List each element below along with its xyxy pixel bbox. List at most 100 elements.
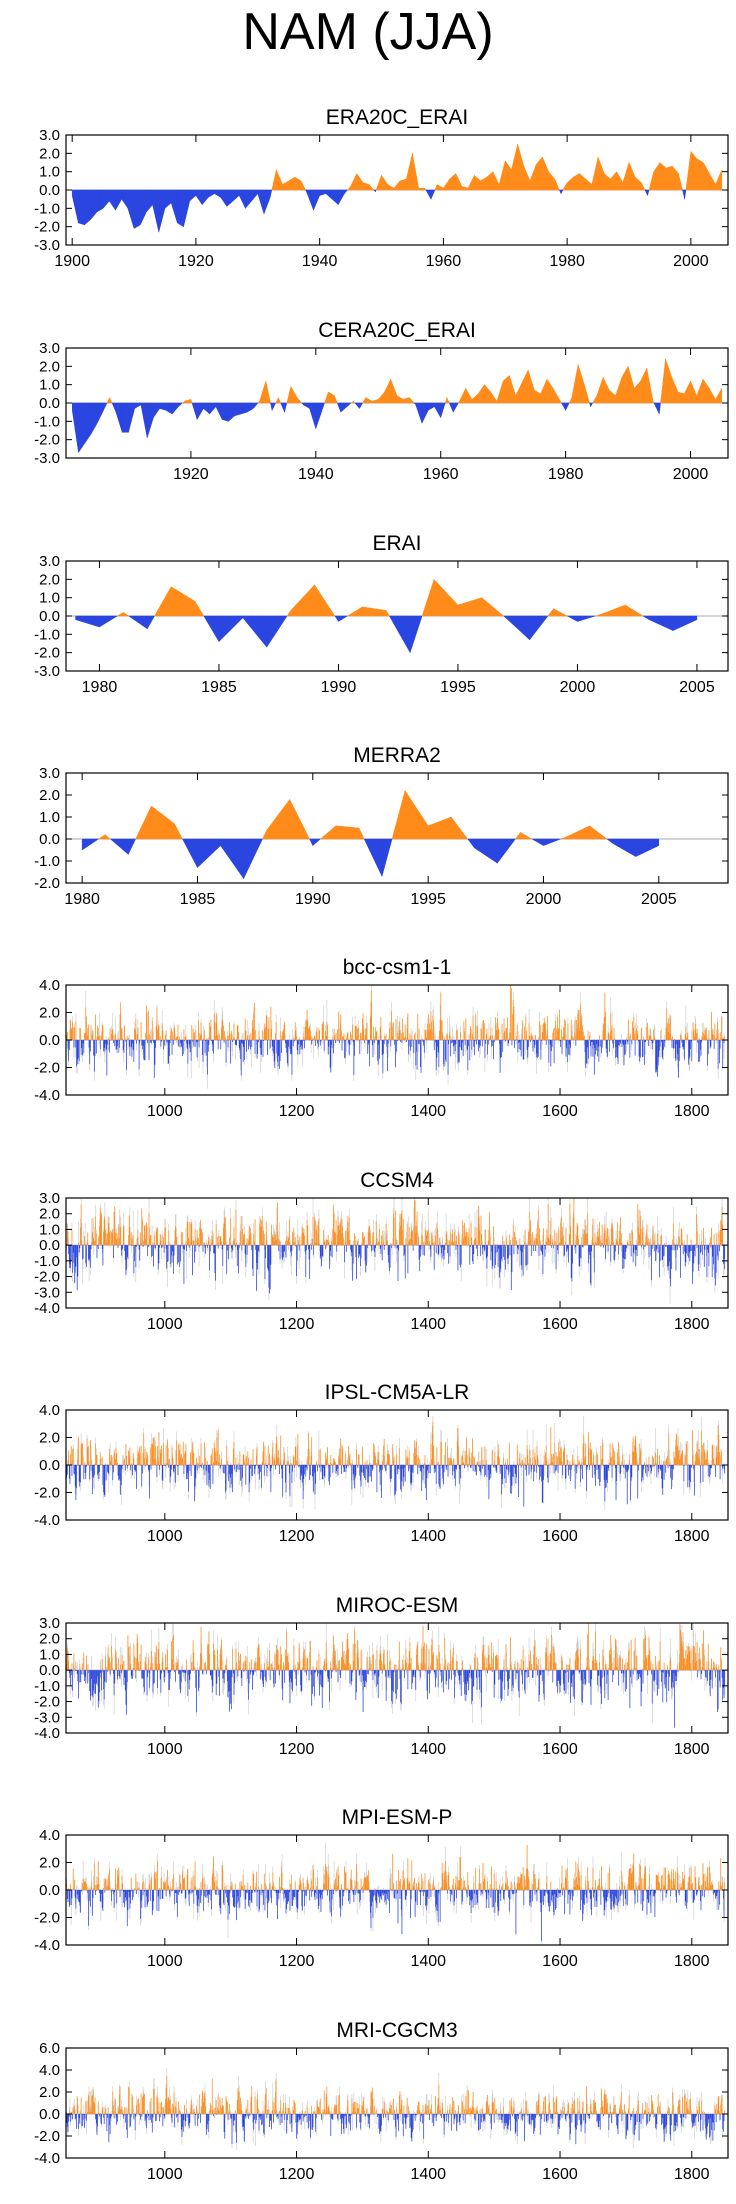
x-tick-label: 1920: [173, 466, 209, 483]
area-segment: [151, 805, 175, 840]
y-tick-label: -2.0: [34, 219, 60, 236]
area-segment: [672, 165, 679, 191]
area-segment: [331, 189, 339, 206]
x-tick-label: 1960: [426, 253, 462, 270]
area-segment: [262, 830, 267, 840]
y-tick-label: -4.0: [34, 1300, 60, 1317]
panel-title: ERAI: [372, 532, 421, 555]
area-segment: [203, 402, 210, 415]
area-segment: [350, 173, 358, 191]
area-segment: [577, 615, 596, 622]
area-segment: [194, 600, 205, 617]
area-segment: [715, 169, 723, 191]
area-segment: [601, 604, 626, 617]
area-segment: [474, 174, 481, 191]
area-segment: [354, 402, 360, 410]
area-segment: [449, 172, 457, 191]
y-tick-label: 2.0: [39, 1206, 60, 1223]
area-segment: [552, 387, 560, 404]
x-tick-label: 1000: [147, 1316, 183, 1333]
area-segment: [690, 380, 698, 404]
y-tick-label: 1.0: [39, 809, 60, 826]
area-segment: [243, 838, 263, 879]
area-segment: [127, 615, 148, 630]
area-segment: [123, 611, 130, 617]
area-segment: [606, 838, 613, 844]
area-segment: [334, 615, 339, 623]
area-segment: [542, 156, 549, 191]
area-segment: [390, 379, 398, 404]
area-segment: [115, 402, 123, 433]
area-segment: [337, 189, 345, 206]
area-segment: [467, 175, 475, 191]
y-tick-label: 0.0: [39, 1032, 60, 1049]
area-segment: [266, 615, 288, 649]
area-segment: [242, 615, 268, 648]
x-tick-label: 1980: [82, 679, 118, 696]
area-segment: [336, 402, 342, 413]
area-segment: [484, 383, 491, 404]
area-segment: [634, 176, 642, 191]
area-segment: [128, 402, 135, 433]
x-tick-label: 1600: [542, 1316, 578, 1333]
area-segment: [381, 838, 393, 877]
area-segment: [433, 578, 459, 617]
area-segment: [78, 402, 85, 454]
area-segment: [147, 615, 155, 630]
area-segment: [290, 385, 298, 404]
area-segment: [384, 379, 392, 404]
area-segment: [521, 369, 529, 404]
y-tick-label: -3.0: [34, 1284, 60, 1301]
y-tick-label: -2.0: [34, 645, 60, 662]
area-segment: [154, 585, 172, 617]
area-segment: [215, 402, 223, 420]
area-segment: [597, 156, 605, 191]
area-segment: [596, 377, 604, 404]
area-segment: [696, 379, 704, 404]
area-segment: [177, 189, 184, 228]
x-tick-label: 2005: [679, 679, 715, 696]
panel-title: IPSL-CM5A-LR: [325, 1381, 470, 1404]
area-segment: [430, 189, 436, 200]
area-segment: [106, 397, 110, 404]
area-segment: [509, 375, 516, 404]
area-segment: [184, 398, 192, 404]
area-segment: [189, 189, 197, 202]
x-tick-label: 1900: [54, 253, 90, 270]
y-tick-label: -1.0: [34, 1253, 60, 1270]
area-segment: [201, 189, 209, 206]
area-segment: [448, 402, 454, 413]
area-segment: [111, 402, 117, 413]
area-segment: [153, 402, 160, 419]
panel-1: CERA20C_ERAI 3.02.0 1.00.0-1.0 -2.0-3.0 1920…: [34, 319, 729, 483]
y-tick-label: 0.0: [39, 395, 60, 412]
area-segment: [554, 178, 560, 191]
area-segment: [548, 170, 556, 191]
plot-frame: [65, 1197, 729, 1309]
area-segment: [71, 402, 79, 453]
area-segment: [703, 161, 710, 191]
area-segment: [412, 153, 419, 191]
area-segment: [635, 838, 660, 857]
x-tick-label: 2000: [673, 466, 709, 483]
area-segment: [368, 183, 375, 191]
area-segment: [208, 189, 215, 198]
area-segment: [134, 402, 142, 409]
area-segment: [282, 180, 289, 191]
area-segment: [96, 189, 104, 213]
bar-series: [65, 1198, 726, 1305]
area-segment: [529, 164, 537, 191]
y-tick-label: -2.0: [34, 1269, 60, 1286]
area-segment: [434, 184, 438, 191]
panel-title: MERRA2: [353, 744, 441, 767]
x-tick-label: 1985: [201, 679, 237, 696]
area-segment: [127, 189, 135, 229]
area-segment: [78, 189, 85, 226]
area-segment: [324, 391, 329, 404]
area-segment: [257, 189, 265, 214]
area-segment: [434, 402, 441, 419]
x-tick-label: 1800: [674, 1103, 710, 1120]
area-segment: [140, 402, 148, 438]
x-tick-label: 1400: [410, 1316, 446, 1333]
